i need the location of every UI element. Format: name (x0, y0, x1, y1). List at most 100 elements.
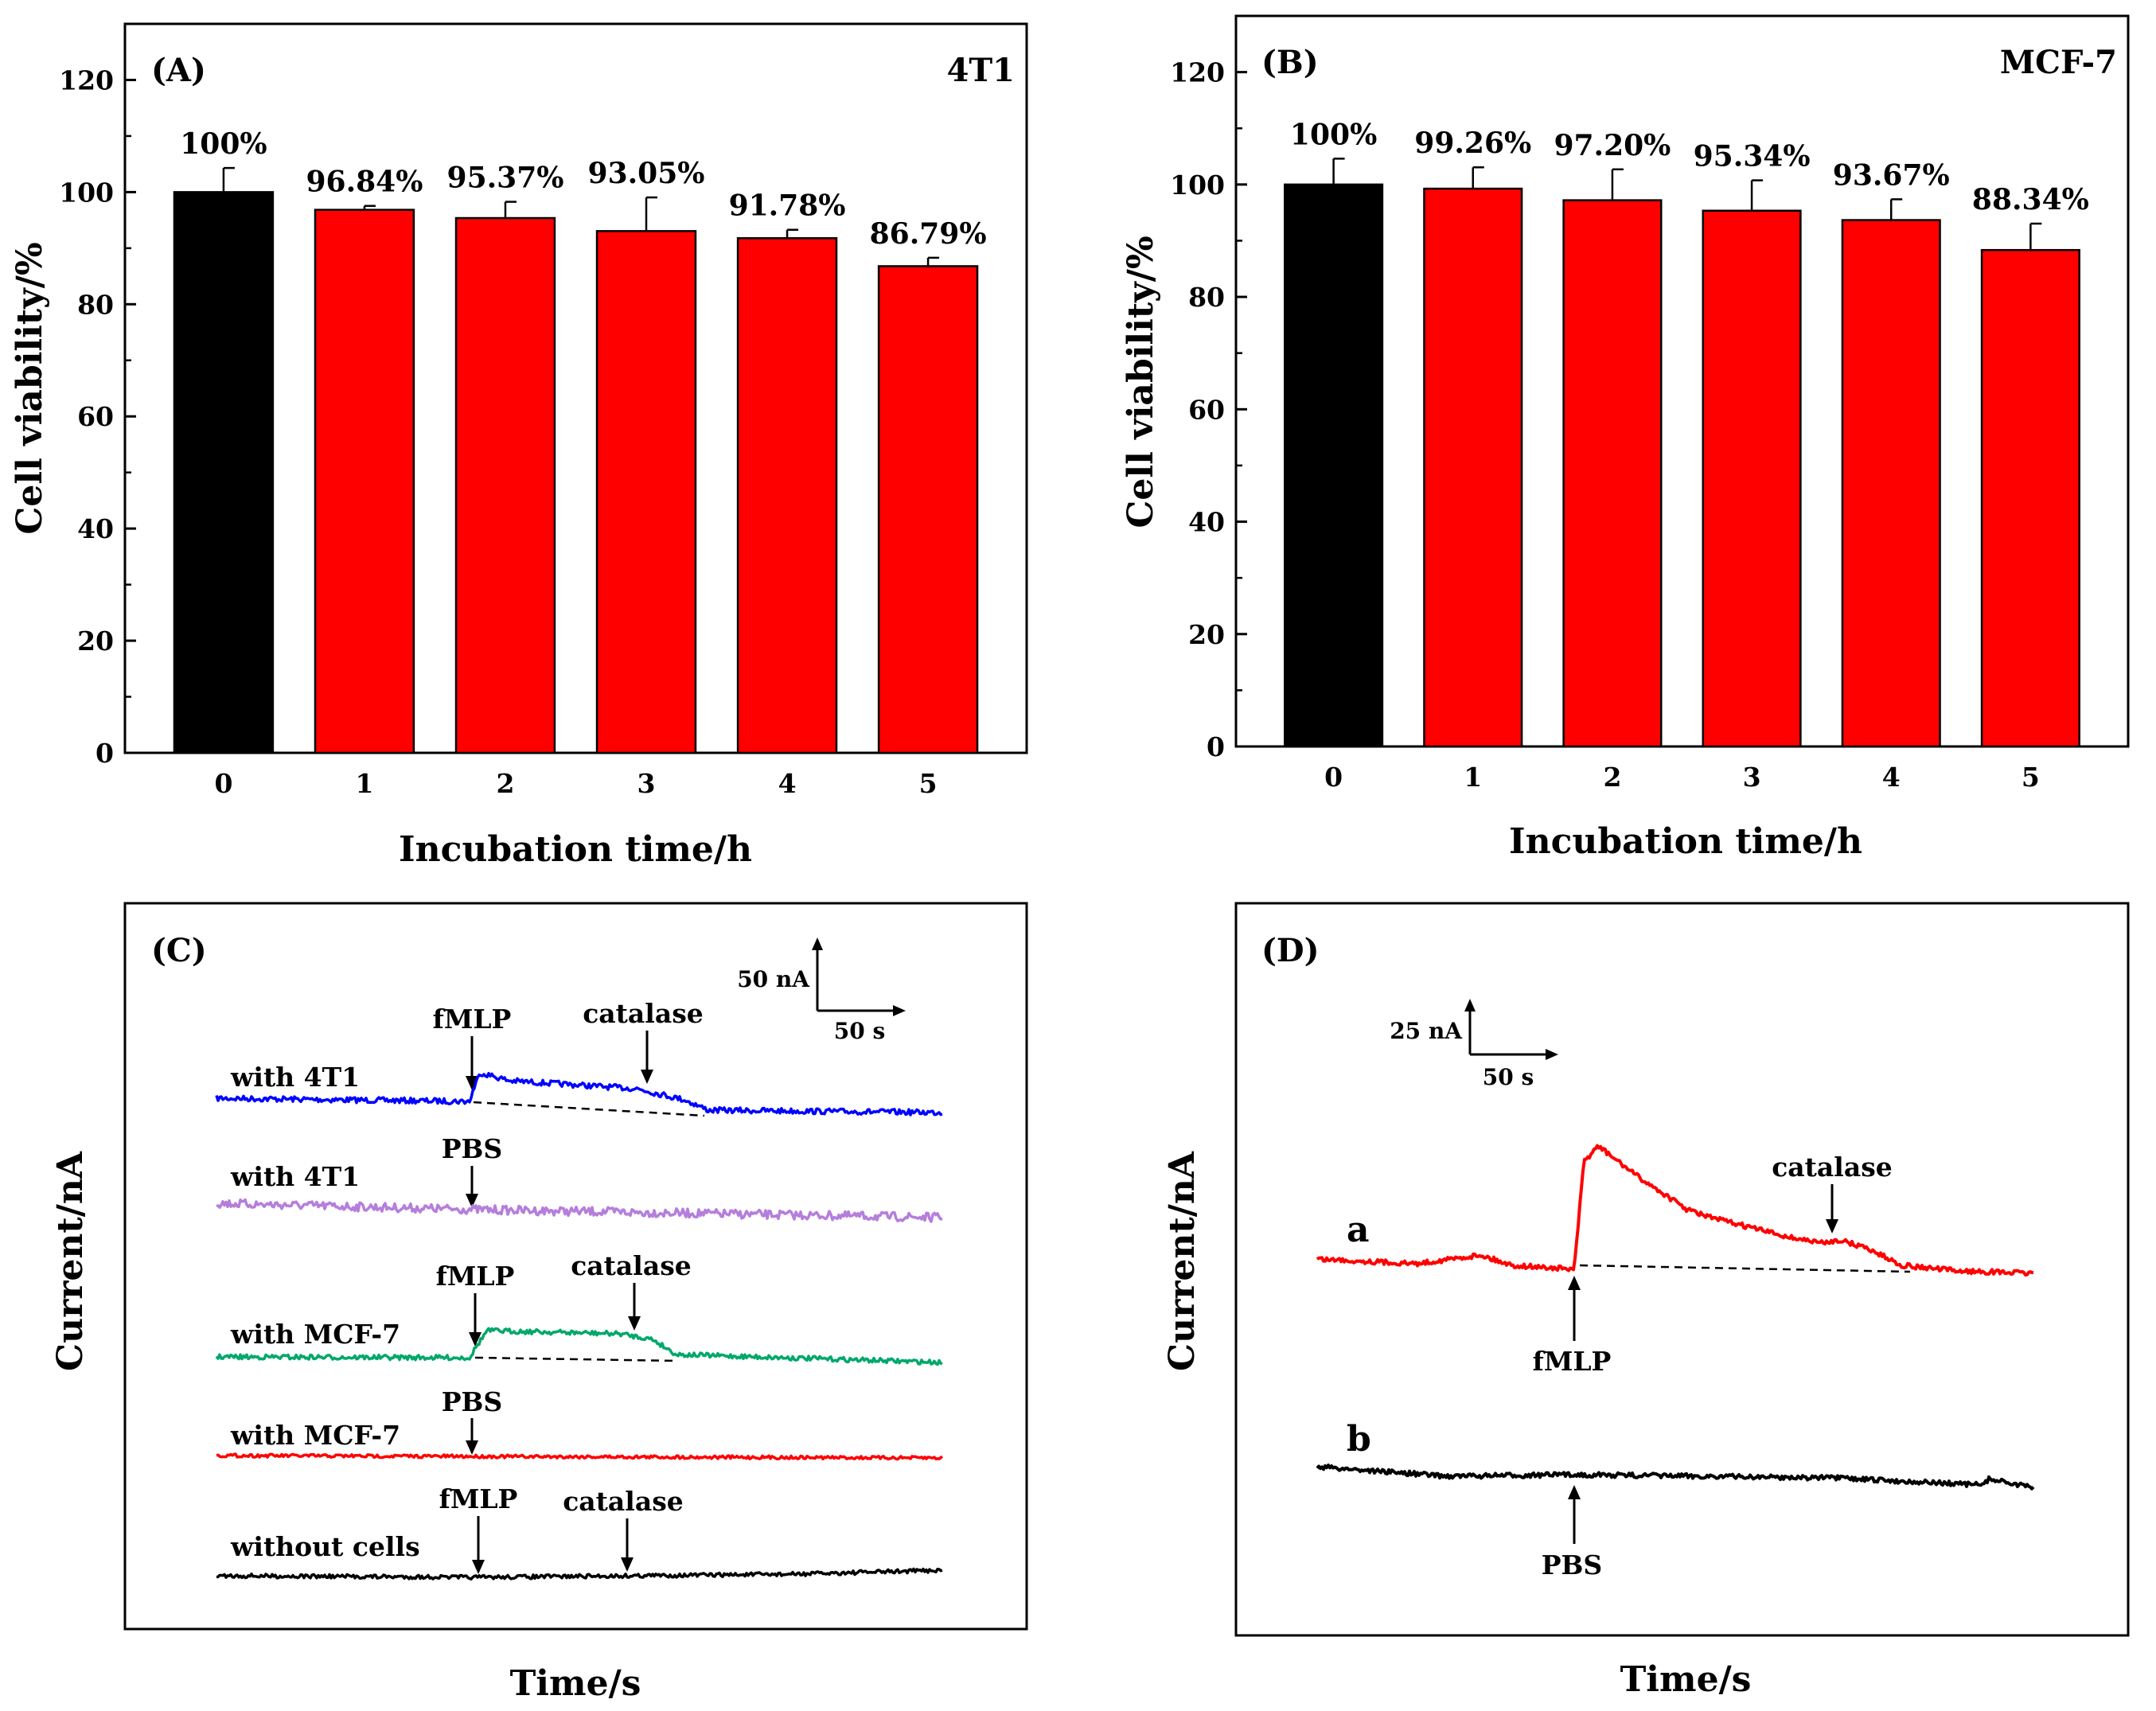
arrow-down-icon (466, 1076, 478, 1090)
a-bar-1 (314, 209, 415, 754)
panel-c-amperometry: (C) Current/nA Time/s 50 nA 50 s with 4T… (50, 902, 1028, 1704)
y-tick-label: 100 (1170, 170, 1225, 201)
x-tick-label: 4 (778, 768, 797, 799)
arrow-up-icon (1568, 1276, 1581, 1290)
panel-c-frame (123, 902, 1028, 1631)
a-bar-3 (595, 230, 697, 754)
arrow-down-icon (621, 1557, 634, 1572)
panel-c-xlabel: Time/s (510, 1663, 641, 1704)
panel-d-amperometry: (D) Current/nA Time/s 25 nA 50 s a b fML… (1162, 902, 2130, 1700)
panel-b-bars: 100% 99.26% 97.20% 95.34% 93.67% 88.34% (1284, 118, 2089, 748)
a-value-label-1: 96.84% (306, 166, 423, 199)
trace-b (1316, 1464, 2035, 1491)
b-bar-2 (1562, 199, 1663, 748)
y-tick-label: 20 (1188, 619, 1225, 650)
annotation-pbs-1: PBS (442, 1133, 503, 1164)
panel-b-bar-chart: (B) MCF-7 Cell viability/% Incubation ti… (1121, 14, 2130, 862)
panel-c-scale-bar: 50 nA 50 s (737, 937, 906, 1044)
trace-a (1316, 1144, 2033, 1277)
b-value-label-1: 99.26% (1414, 127, 1531, 160)
arrow-down-icon (469, 1332, 481, 1347)
panel-a-bars: 100% 96.84% 95.37% 93.05% 91.78% 86.79% (173, 127, 987, 754)
annotation-catalase-d: catalase (1772, 1152, 1893, 1183)
panel-b-xlabel: Incubation time/h (1509, 821, 1862, 862)
arrow-down-icon (1826, 1219, 1838, 1234)
a-value-label-3: 93.05% (588, 157, 705, 190)
y-tick-label: 120 (59, 64, 114, 95)
x-tick-label: 0 (1324, 762, 1343, 793)
panel-b-frame (1234, 14, 2130, 748)
panel-a-title: 4T1 (947, 52, 1015, 89)
a-bar-4 (736, 237, 838, 754)
panel-a-xlabel: Incubation time/h (399, 829, 752, 870)
panel-d-frame (1234, 902, 2130, 1637)
annotation-fmlp-d: fMLP (1533, 1346, 1612, 1377)
a-value-label-2: 95.37% (447, 162, 564, 195)
a-bar-2 (454, 216, 556, 754)
arrow-down-icon (466, 1440, 478, 1455)
trace-label-b: b (1347, 1419, 1371, 1460)
trace-mcf7-fmlp (215, 1327, 943, 1366)
b-bar-4 (1841, 219, 1941, 748)
annotation-catalase-2: catalase (571, 1250, 692, 1281)
trace-label-4t1-fmlp: with 4T1 (230, 1062, 360, 1093)
a-bar-0 (173, 191, 275, 754)
b-value-label-2: 97.20% (1554, 129, 1671, 162)
scale-bar-current-label: 25 nA (1390, 1018, 1463, 1044)
a-value-label-5: 86.79% (870, 217, 987, 251)
arrow-up-icon (1464, 999, 1476, 1011)
x-tick-label: 4 (1882, 762, 1901, 793)
annotation-catalase-3: catalase (563, 1486, 684, 1517)
trace-label-mcf7-fmlp: with MCF-7 (230, 1319, 400, 1350)
panel-a-frame (123, 22, 1028, 754)
panel-a-bar-chart: (A) 4T1 Cell viability/% Incubation time… (10, 22, 1028, 870)
b-bar-1 (1423, 187, 1523, 748)
y-tick-label: 0 (1207, 731, 1225, 762)
a-value-label-0: 100% (180, 127, 267, 161)
arrow-down-icon (472, 1560, 485, 1574)
b-value-label-5: 88.34% (1972, 183, 2089, 216)
arrow-right-icon (1546, 1049, 1558, 1060)
panel-a-label: (A) (151, 52, 206, 89)
b-value-label-0: 100% (1290, 118, 1377, 151)
annotation-pbs-d: PBS (1542, 1549, 1603, 1580)
arrow-down-icon (641, 1070, 653, 1084)
baseline-a (1579, 1264, 1911, 1273)
scale-bar-time-label: 50 s (834, 1018, 885, 1044)
b-value-label-3: 95.34% (1694, 140, 1811, 173)
y-tick-label: 80 (1188, 282, 1225, 313)
panel-a-ticks: 0 20 40 60 80 100 120 0 1 2 3 4 5 (59, 64, 937, 799)
b-bar-5 (1980, 248, 2080, 748)
y-tick-label: 20 (77, 626, 114, 657)
annotation-fmlp-3: fMLP (439, 1483, 518, 1514)
y-tick-label: 60 (77, 401, 114, 432)
b-bar-0 (1284, 183, 1384, 748)
annotation-fmlp-1: fMLP (433, 1004, 512, 1035)
x-tick-label: 5 (2021, 762, 2040, 793)
panel-c-traces (215, 1071, 944, 1581)
x-tick-label: 3 (1743, 762, 1761, 793)
trace-label-without-cells: without cells (230, 1531, 420, 1562)
trace-4t1-fmlp (215, 1071, 943, 1117)
trace-label-a: a (1347, 1210, 1370, 1250)
panel-c-label: (C) (151, 932, 207, 969)
x-tick-label: 1 (355, 768, 373, 799)
x-tick-label: 2 (497, 768, 515, 799)
panel-d-xlabel: Time/s (1620, 1659, 1752, 1700)
panel-b-title: MCF-7 (2000, 44, 2117, 81)
panel-b-ticks: 0 20 40 60 80 100 120 0 1 2 3 4 5 (1170, 57, 2040, 793)
trace-4t1-pbs (216, 1198, 943, 1223)
x-tick-label: 2 (1603, 762, 1621, 793)
annotation-fmlp-2: fMLP (436, 1261, 515, 1292)
annotation-catalase-1: catalase (583, 998, 704, 1029)
trace-mcf7-pbs (216, 1452, 944, 1461)
panel-d-arrows (1568, 1184, 1838, 1544)
scale-bar-time-label: 50 s (1483, 1064, 1534, 1090)
scale-bar-current-label: 50 nA (737, 966, 810, 992)
a-bar-5 (877, 265, 979, 754)
y-tick-label: 120 (1170, 57, 1225, 88)
annotation-pbs-2: PBS (442, 1386, 503, 1417)
b-bar-3 (1702, 209, 1802, 748)
x-tick-label: 3 (637, 768, 656, 799)
